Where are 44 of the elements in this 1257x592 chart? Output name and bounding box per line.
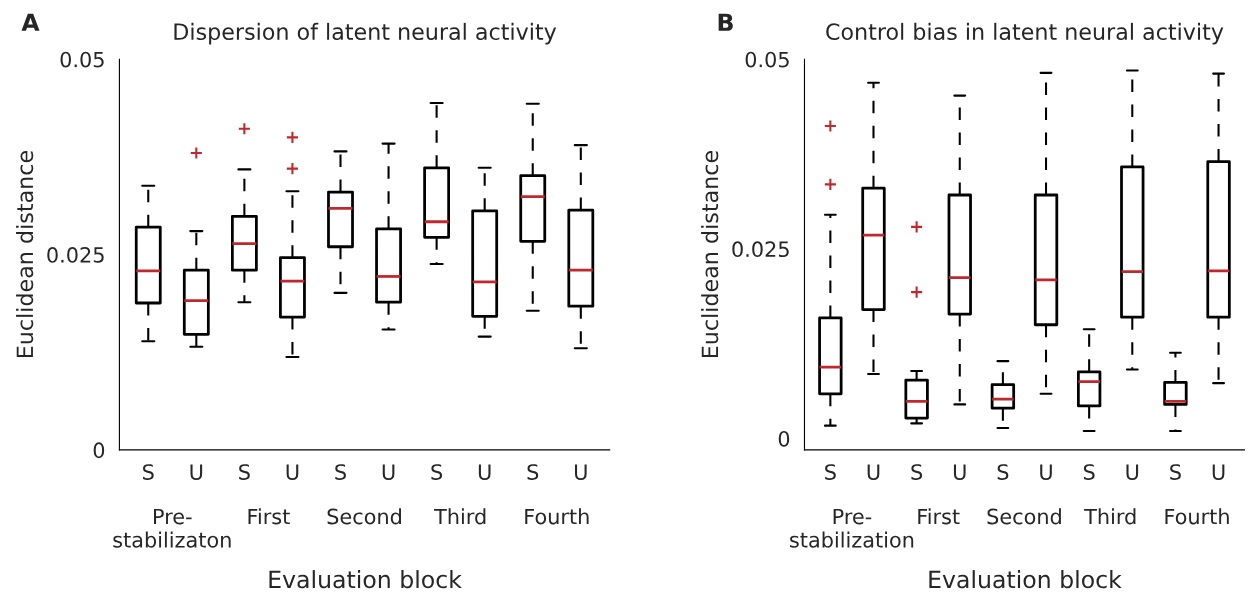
y-tick-label: 0.05: [745, 51, 789, 68]
x-tick-label: S: [143, 464, 154, 480]
text: First: [918, 508, 960, 525]
text: Third: [1084, 508, 1136, 525]
text: Fourth: [1165, 508, 1229, 525]
x-tick-label: U: [382, 464, 395, 480]
x-tick-label: S: [911, 464, 923, 480]
x-tick-label: U: [1040, 464, 1052, 480]
x-tick-label: U: [478, 464, 491, 480]
y-tick-label: 0: [778, 430, 790, 447]
x-tick-label: S: [431, 464, 443, 480]
chart-title: Dispersion of latent neural activity: [174, 22, 557, 45]
x-tick-label: U: [286, 464, 299, 480]
text: Second: [327, 508, 401, 525]
y-tick-label: 0.05: [60, 51, 104, 68]
x-tick-label: U: [574, 464, 587, 480]
y-axis-title: Euclidean distance: [701, 151, 719, 358]
x-tick-label: S: [997, 464, 1009, 480]
x-tick-label: U: [190, 464, 203, 480]
text: Fourth: [525, 508, 589, 525]
x-tick-label: U: [953, 464, 966, 480]
x-tick-label: S: [1083, 464, 1095, 480]
x-axis-title: Evaluation block: [929, 570, 1122, 589]
x-tick-label: S: [1170, 464, 1181, 480]
y-tick-label: 0.025: [47, 247, 104, 263]
x-tick-label: S: [825, 464, 836, 480]
y-tick-label: 0.025: [732, 241, 789, 258]
x-tick-label: U: [1126, 464, 1139, 480]
chart-title: Control bias in latent neural activity: [826, 22, 1224, 45]
text: Second: [987, 508, 1061, 525]
x-tick-label: U: [867, 464, 880, 480]
x-axis-title: Evaluation block: [269, 570, 462, 589]
y-tick-label: 0: [93, 442, 105, 459]
text: B: [718, 13, 733, 31]
x-tick-label: S: [335, 464, 346, 480]
y-axis-title: Euclidean distance: [16, 151, 34, 358]
text: Pre- stabilization: [790, 508, 914, 548]
x-tick-label: S: [239, 464, 250, 480]
text: Pre- stabilizaton: [113, 508, 231, 548]
x-tick-label: S: [527, 464, 539, 480]
text: A: [21, 13, 40, 31]
text: Third: [434, 508, 486, 525]
x-tick-label: U: [1212, 464, 1225, 480]
text: First: [248, 508, 290, 525]
